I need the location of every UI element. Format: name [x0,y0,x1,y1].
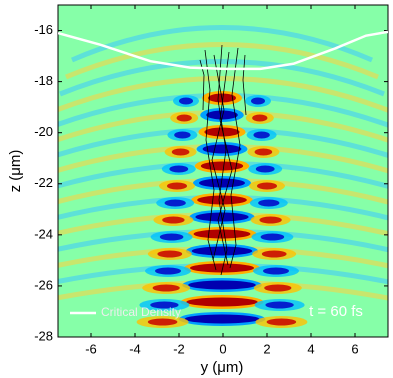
field-blob [255,165,275,173]
y-tick-label: -24 [34,226,53,241]
trajectory [229,47,241,269]
y-tick-label: -22 [34,175,53,190]
field-blob [251,97,265,105]
trajectory [217,51,233,266]
x-tick-label: 0 [219,341,226,356]
y-tick-label: -26 [34,277,53,292]
trajectory [242,54,247,116]
field-blob [257,182,277,190]
field-blob [188,280,256,290]
field-blob [150,301,179,309]
field-blob [164,199,186,207]
x-tick-label: 4 [307,341,314,356]
fringe [65,42,379,80]
y-tick-label: -16 [34,22,53,37]
field-blob [204,127,240,137]
legend-label: Critical Density [101,305,181,319]
field-blob [252,114,268,122]
y-tick-label: -18 [34,73,53,88]
field-blob [263,267,289,275]
field-blob [162,216,185,224]
trajectory [204,49,217,271]
field-blob [266,318,297,326]
field-blob [184,314,260,324]
field-blob [169,165,189,173]
field-blob [191,246,253,256]
field-blob [159,233,184,241]
fringe [58,76,388,113]
fringe [71,25,373,63]
field-blob [174,131,191,139]
field-blob [176,114,192,122]
field-blob [152,284,180,292]
field-blob [171,148,190,156]
y-tick-label: -28 [34,328,53,343]
field-blob [258,199,280,207]
x-tick-label: 6 [351,341,358,356]
time-annotation: t = 60 fs [309,303,363,320]
y-axis-label: z (μm) [7,150,24,193]
field-blob [202,144,242,154]
field-blob [179,97,193,105]
x-tick-label: 2 [263,341,270,356]
field-blob [200,161,244,171]
x-tick-label: -4 [129,341,141,356]
field-blob [265,301,294,309]
trajectories [199,44,247,276]
fringe [59,59,385,97]
x-tick-label: -2 [173,341,185,356]
critical-density-line [58,30,388,71]
field-blob [260,233,285,241]
field-blob [253,131,270,139]
field-blob [254,148,273,156]
field-blob [261,250,287,258]
field-blob [206,110,238,120]
field-blob [259,216,282,224]
field-blob [190,263,254,273]
trajectory [211,54,226,261]
field-blob [157,250,183,258]
trajectory [199,59,205,111]
y-tick-label: -20 [34,124,53,139]
field-blob [167,182,187,190]
field-blob [155,267,181,275]
field-blob [186,297,258,307]
x-axis-label: y (μm) [201,359,244,376]
field-blob [193,229,251,239]
x-tick-label: -6 [85,341,97,356]
field-blob [264,284,292,292]
field-blob [147,318,178,326]
